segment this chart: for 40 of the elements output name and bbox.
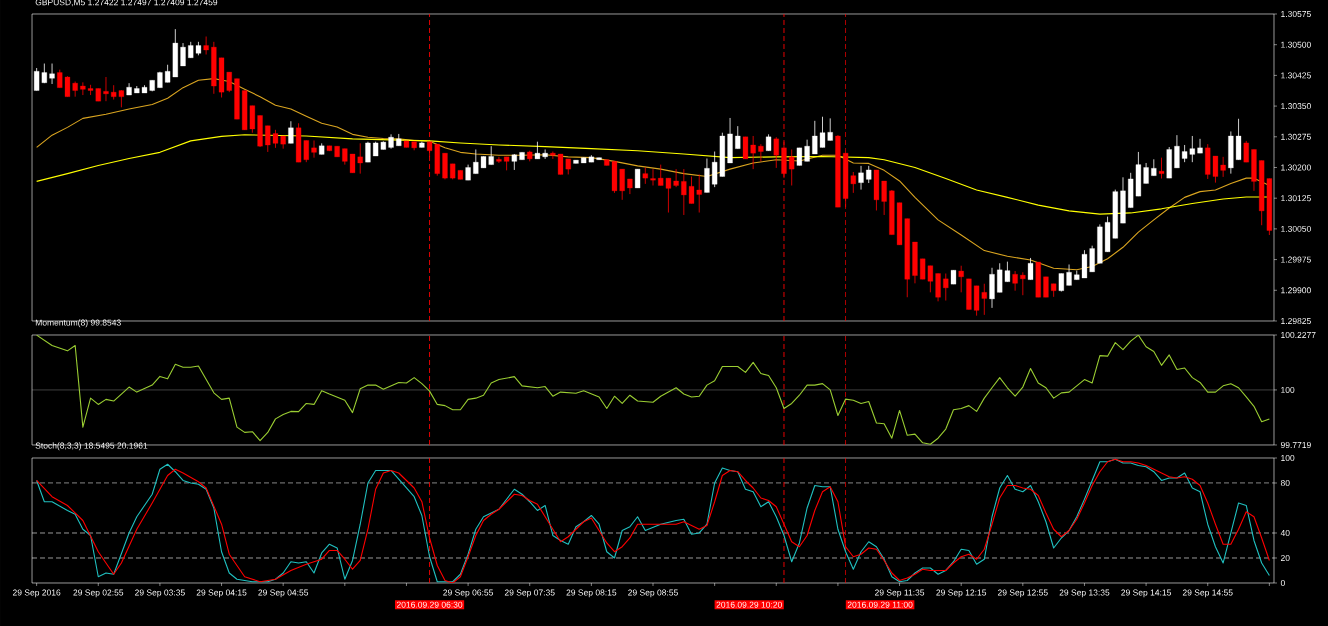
x-tick-label: 29 Sep 03:35 [135, 589, 185, 598]
x-tick-label: 29 Sep 04:55 [258, 589, 309, 598]
y-tick-label: 1.30275 [1281, 133, 1311, 140]
y-tick-label: 1.30500 [1281, 41, 1311, 48]
chart-title: Stoch(8,3,3) 18.5495 20.1961 [35, 442, 148, 451]
y-tick-label: 100 [1281, 386, 1295, 393]
y-tick-label: 99.7719 [1280, 441, 1311, 448]
y-tick-label: 1.30200 [1281, 164, 1311, 171]
x-tick-label: 29 Sep 08:15 [566, 589, 617, 598]
x-tick-label: 29 Sep 14:55 [1182, 589, 1233, 598]
y-tick-label: 1.30425 [1281, 72, 1311, 79]
y-tick-label: 100.2277 [1281, 331, 1316, 338]
x-tick-label: 29 Sep 06:55 [443, 589, 494, 598]
y-tick-label: 20 [1280, 554, 1290, 561]
x-tick-label: 29 Sep 12:55 [997, 589, 1048, 598]
ref-line-label: 2016.09.29 11:00 [847, 601, 913, 608]
ref-line-label: 2016.09.29 06:30 [396, 601, 463, 608]
y-tick-label: 80 [1280, 479, 1290, 486]
x-tick-label: 29 Sep 04:15 [196, 589, 247, 598]
y-tick-label: 0 [1280, 579, 1285, 586]
y-tick-label: 1.30575 [1281, 10, 1311, 17]
chart-title: Momentum(8) 99.8543 [35, 319, 121, 328]
y-tick-label: 1.29975 [1281, 256, 1311, 263]
x-tick-label: 29 Sep 12:15 [936, 589, 987, 598]
x-tick-label: 29 Sep 14:15 [1121, 589, 1172, 598]
y-tick-label: 1.30125 [1281, 195, 1311, 202]
y-tick-label: 1.30050 [1281, 225, 1311, 232]
y-tick-label: 1.29900 [1281, 287, 1311, 294]
x-tick-label: 29 Sep 07:35 [504, 589, 555, 598]
x-tick-label: 29 Sep 08:55 [628, 589, 678, 598]
x-tick-label: 29 Sep 2016 [12, 589, 61, 598]
y-tick-label: 100 [1281, 454, 1295, 461]
ref-line-label: 2016.09.29 10:20 [716, 601, 782, 608]
x-tick-label: 29 Sep 13:35 [1059, 589, 1110, 598]
y-tick-label: 1.29825 [1281, 317, 1311, 324]
y-tick-label: 1.30350 [1281, 103, 1311, 110]
y-tick-label: 40 [1280, 529, 1290, 536]
x-tick-label: 29 Sep 11:35 [875, 589, 925, 598]
x-tick-label: 29 Sep 02:55 [73, 589, 124, 598]
chart-title: GBPUSD,M5 1.27422 1.27497 1.27409 1.27459 [35, 0, 218, 7]
